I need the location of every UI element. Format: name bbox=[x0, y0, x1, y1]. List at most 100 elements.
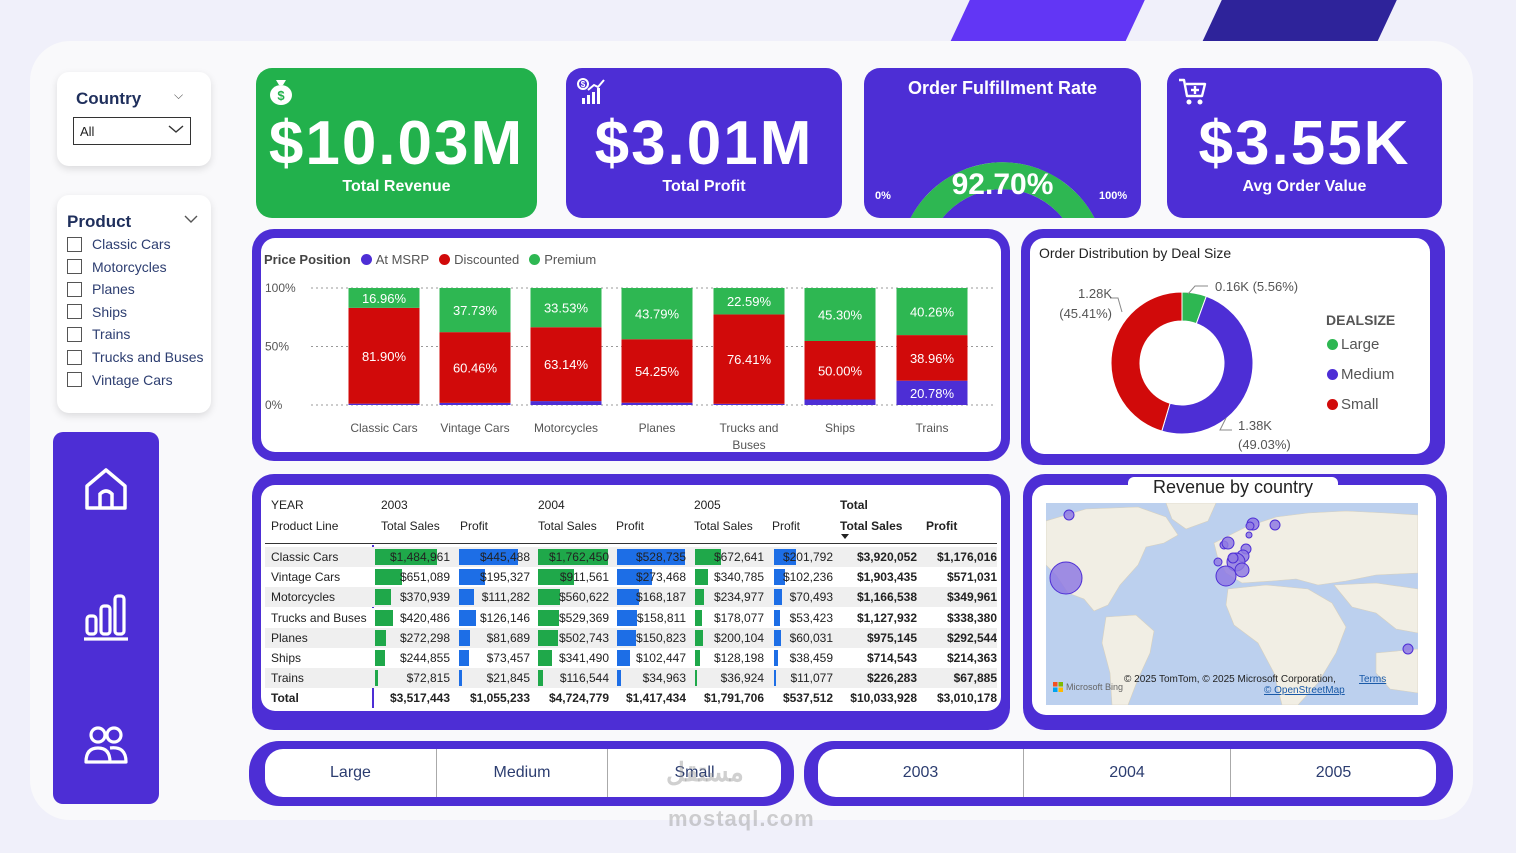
row-label[interactable]: Trains bbox=[271, 671, 304, 686]
chevron-down-icon[interactable] bbox=[184, 215, 198, 224]
cell-value: $651,089 bbox=[399, 570, 450, 585]
bar-segment bbox=[804, 341, 876, 400]
deal-legend-item[interactable]: Large bbox=[1327, 336, 1379, 353]
row-label[interactable]: Trucks and Buses bbox=[271, 610, 367, 625]
cell-value: $528,735 bbox=[635, 550, 686, 564]
legend-item[interactable]: Premium bbox=[544, 252, 597, 267]
data-bar bbox=[774, 589, 782, 606]
product-checkbox[interactable] bbox=[67, 259, 82, 275]
cell-value: $244,855 bbox=[399, 651, 450, 665]
matrix-header-profit[interactable]: Profit bbox=[460, 519, 489, 533]
product-option[interactable]: Motorcycles bbox=[67, 259, 167, 275]
deal-legend-item[interactable]: Medium bbox=[1327, 366, 1394, 383]
year-button-2003[interactable]: 2003 bbox=[902, 764, 939, 781]
cell-value: $38,459 bbox=[789, 651, 833, 665]
year-button-2005[interactable]: 2005 bbox=[1315, 764, 1352, 781]
bar-segment bbox=[804, 288, 876, 342]
product-option[interactable]: Trains bbox=[67, 326, 130, 342]
row-label[interactable]: Classic Cars bbox=[271, 550, 339, 564]
row-label[interactable]: Vintage Cars bbox=[271, 570, 341, 585]
bar-segment bbox=[439, 288, 511, 333]
kpi-total-revenue: $ $10.03M Total Revenue bbox=[256, 68, 537, 218]
bar-chart-icon[interactable] bbox=[81, 592, 131, 642]
data-bar bbox=[375, 569, 403, 586]
chevron-down-icon[interactable]: ⌵ bbox=[174, 88, 184, 102]
bar-segment bbox=[896, 335, 968, 381]
sort-arrow-icon[interactable] bbox=[841, 534, 849, 539]
matrix-header-total-sales[interactable]: Total Sales bbox=[840, 519, 903, 533]
deal-size-button-small[interactable]: Small bbox=[674, 764, 715, 781]
cell-value: $975,145 bbox=[866, 630, 917, 645]
cell-value: $445,488 bbox=[479, 550, 530, 564]
product-checkbox[interactable] bbox=[67, 326, 82, 342]
row-label[interactable]: Ships bbox=[271, 651, 302, 665]
country-dropdown-value: All bbox=[80, 124, 95, 139]
users-icon[interactable] bbox=[81, 722, 131, 772]
total-cell-value: $3,010,178 bbox=[936, 691, 997, 706]
data-label: 50.00% bbox=[818, 363, 863, 378]
product-option[interactable]: Trucks and Buses bbox=[67, 349, 204, 365]
data-label: 54.25% bbox=[635, 364, 680, 379]
cell-value: $1,176,016 bbox=[936, 550, 997, 564]
divider bbox=[436, 749, 437, 797]
product-option[interactable]: Classic Cars bbox=[67, 236, 171, 252]
growth-chart-icon: $ bbox=[577, 78, 605, 104]
product-slicer bbox=[57, 195, 211, 413]
donut-data-label: (49.03%) bbox=[1238, 437, 1291, 452]
legend-item[interactable]: At MSRP bbox=[375, 252, 430, 267]
matrix-header-sales[interactable]: Total Sales bbox=[381, 519, 440, 533]
matrix-header-total-profit[interactable]: Profit bbox=[926, 519, 958, 533]
year-button-2004[interactable]: 2004 bbox=[1109, 764, 1145, 781]
matrix-header-profit[interactable]: Profit bbox=[616, 519, 645, 533]
deal-size-button-large[interactable]: Large bbox=[330, 764, 371, 781]
cell-value: $116,544 bbox=[559, 671, 609, 686]
kpi-avg-order-value: $3.55K Avg Order Value bbox=[1167, 68, 1442, 218]
home-icon[interactable] bbox=[81, 464, 131, 514]
product-checkbox[interactable] bbox=[67, 281, 82, 297]
bar-segment bbox=[896, 380, 968, 405]
y-tick-label: 0% bbox=[265, 398, 283, 412]
product-option[interactable]: Vintage Cars bbox=[67, 372, 173, 388]
matrix-header-2003[interactable]: 2003 bbox=[381, 498, 408, 512]
data-label: 16.96% bbox=[362, 291, 407, 306]
legend-dot bbox=[529, 254, 541, 265]
data-bar bbox=[774, 569, 786, 586]
country-bubble bbox=[1213, 557, 1223, 567]
divider bbox=[1230, 749, 1231, 797]
matrix-header-2005[interactable]: 2005 bbox=[694, 498, 721, 512]
deal-legend-item[interactable]: Small bbox=[1327, 396, 1379, 413]
legend-dot bbox=[439, 254, 451, 265]
product-option-label: Ships bbox=[92, 303, 128, 320]
row-label[interactable]: Motorcycles bbox=[271, 590, 336, 605]
deal-size-button-medium[interactable]: Medium bbox=[493, 764, 551, 781]
total-row-label: Total bbox=[271, 691, 299, 706]
product-checkbox[interactable] bbox=[67, 372, 82, 388]
cell-value: $34,963 bbox=[642, 671, 686, 686]
product-checkbox[interactable] bbox=[67, 236, 82, 252]
cart-plus-icon bbox=[1179, 78, 1207, 105]
chevron-down-icon bbox=[168, 125, 184, 133]
deal-legend-label: Large bbox=[1341, 336, 1380, 353]
matrix-header-profit[interactable]: Profit bbox=[772, 519, 801, 533]
matrix-header-2004[interactable]: 2004 bbox=[538, 498, 565, 512]
matrix-header-total: Total bbox=[840, 498, 868, 512]
legend-item[interactable]: Discounted bbox=[454, 252, 520, 267]
map-terms-link[interactable]: Terms bbox=[1359, 674, 1387, 685]
product-option[interactable]: Ships bbox=[67, 304, 127, 320]
matrix-header-sales[interactable]: Total Sales bbox=[694, 519, 753, 533]
svg-text:$: $ bbox=[277, 88, 285, 103]
map-osm-link[interactable]: © OpenStreetMap bbox=[1264, 685, 1345, 696]
data-label: 37.73% bbox=[453, 303, 498, 318]
matrix-header-sales[interactable]: Total Sales bbox=[538, 519, 597, 533]
price-position-plot: 100% 50% 0% 81.90% 16.96% Classic Cars 60.46% 3… bbox=[265, 281, 996, 452]
product-checkbox[interactable] bbox=[67, 349, 82, 365]
country-dropdown[interactable]: All bbox=[73, 117, 191, 145]
product-option[interactable]: Planes bbox=[67, 281, 135, 297]
row-label[interactable]: Planes bbox=[271, 630, 308, 645]
data-bar bbox=[459, 569, 485, 586]
country-bubble bbox=[1245, 531, 1253, 539]
cell-value: $3,920,052 bbox=[856, 550, 917, 564]
revenue-map[interactable] bbox=[1046, 503, 1418, 705]
cell-value: $1,903,435 bbox=[856, 570, 917, 585]
product-checkbox[interactable] bbox=[67, 304, 82, 320]
